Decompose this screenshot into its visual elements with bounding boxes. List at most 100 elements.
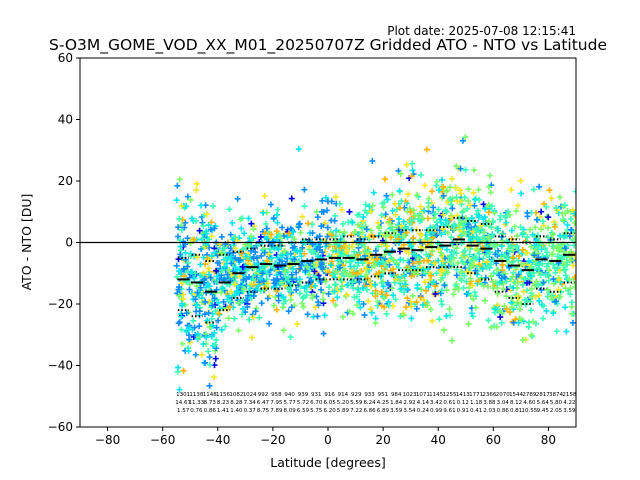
scatter-point bbox=[437, 290, 444, 297]
scatter-point bbox=[560, 217, 567, 224]
scatter-point bbox=[244, 303, 251, 310]
scatter-point bbox=[267, 201, 274, 208]
scatter-point bbox=[471, 202, 478, 209]
scatter-point bbox=[543, 307, 550, 314]
scatter-point bbox=[485, 201, 492, 208]
scatter-point bbox=[453, 272, 460, 279]
scatter-point bbox=[562, 266, 569, 273]
scatter-point bbox=[390, 292, 397, 299]
scatter-point bbox=[548, 195, 555, 202]
scatter-point bbox=[474, 235, 481, 242]
scatter-point bbox=[185, 324, 192, 331]
scatter-point bbox=[228, 288, 235, 295]
scatter-point bbox=[288, 195, 295, 202]
y-tick-label: 0 bbox=[65, 236, 73, 250]
bin-annotation-text: 5.72 bbox=[297, 400, 309, 406]
scatter-point bbox=[380, 258, 387, 265]
bin-annotation-text: 8.75 bbox=[257, 408, 270, 414]
scatter-point bbox=[567, 291, 574, 298]
scatter-point bbox=[175, 292, 182, 299]
scatter-point bbox=[218, 249, 225, 256]
scatter-point bbox=[546, 187, 553, 194]
scatter-point bbox=[424, 215, 431, 222]
scatter-point bbox=[443, 188, 450, 195]
scatter-point bbox=[433, 270, 440, 277]
scatter-point bbox=[521, 276, 528, 283]
scatter-point bbox=[459, 258, 466, 265]
scatter-point bbox=[250, 314, 257, 321]
scatter-point bbox=[423, 287, 430, 294]
scatter-point bbox=[318, 208, 325, 215]
scatter-point bbox=[503, 293, 510, 300]
scatter-point bbox=[323, 267, 330, 274]
scatter-point bbox=[178, 203, 185, 210]
scatter-point bbox=[448, 201, 455, 208]
bin-annotation-text: 2.03 bbox=[483, 408, 496, 414]
scatter-point bbox=[218, 289, 225, 296]
scatter-point bbox=[227, 231, 234, 238]
scatter-point bbox=[340, 238, 347, 245]
scatter-point bbox=[312, 274, 319, 281]
scatter-point bbox=[194, 289, 201, 296]
scatter-point bbox=[208, 333, 215, 340]
scatter-point bbox=[203, 334, 210, 341]
scatter-point bbox=[395, 215, 402, 222]
scatter-point bbox=[234, 195, 241, 202]
scatter-point bbox=[418, 172, 425, 179]
scatter-point bbox=[206, 244, 213, 251]
scatter-point bbox=[368, 309, 375, 316]
scatter-point bbox=[398, 285, 405, 292]
scatter-point bbox=[207, 226, 214, 233]
scatter-point bbox=[245, 242, 252, 249]
scatter-point bbox=[246, 316, 253, 323]
scatter-point bbox=[422, 279, 429, 286]
scatter-point bbox=[200, 269, 207, 276]
scatter-point bbox=[386, 216, 393, 223]
scatter-point bbox=[315, 299, 322, 306]
scatter-point bbox=[545, 224, 552, 231]
scatter-point bbox=[289, 276, 296, 283]
scatter-point bbox=[444, 199, 451, 206]
scatter-point bbox=[480, 216, 487, 223]
scatter-point bbox=[416, 259, 423, 266]
bin-annotation-text: 1071 bbox=[416, 392, 430, 398]
scatter-point bbox=[219, 245, 226, 252]
scatter-point bbox=[498, 319, 505, 326]
scatter-point bbox=[291, 256, 298, 263]
bin-annotation-text: 4.22 bbox=[563, 400, 575, 406]
scatter-point bbox=[425, 199, 432, 206]
scatter-point bbox=[524, 234, 531, 241]
scatter-point bbox=[410, 207, 417, 214]
bin-annotation-text: 3.54 bbox=[403, 408, 416, 414]
scatter-point bbox=[175, 320, 182, 327]
scatter-point bbox=[441, 282, 448, 289]
scatter-point bbox=[362, 265, 369, 272]
x-tick-label: 0 bbox=[324, 433, 332, 447]
scatter-point bbox=[205, 222, 212, 229]
scatter-point bbox=[480, 201, 487, 208]
scatter-point bbox=[173, 197, 180, 204]
scatter-point bbox=[406, 259, 413, 266]
scatter-point bbox=[212, 341, 219, 348]
bin-annotation-text: 1082 bbox=[229, 392, 243, 398]
scatter-point bbox=[483, 258, 490, 265]
scatter-point bbox=[334, 294, 341, 301]
scatter-point bbox=[177, 251, 184, 258]
scatter-point bbox=[203, 284, 210, 291]
scatter-point bbox=[476, 250, 483, 257]
scatter-point bbox=[314, 313, 321, 320]
scatter-point bbox=[374, 255, 381, 262]
scatter-point bbox=[313, 246, 320, 253]
scatter-point bbox=[264, 257, 271, 264]
scatter-point bbox=[343, 248, 350, 255]
scatter-point bbox=[515, 202, 522, 209]
scatter-point bbox=[413, 299, 420, 306]
scatter-point bbox=[316, 244, 323, 251]
scatter-point bbox=[292, 247, 299, 254]
scatter-point bbox=[383, 310, 390, 317]
scatter-point bbox=[274, 254, 281, 261]
scatter-point bbox=[218, 233, 225, 240]
bin-annotation-text: 1.57 bbox=[177, 408, 190, 414]
scatter-point bbox=[194, 330, 201, 337]
scatter-point bbox=[359, 229, 366, 236]
